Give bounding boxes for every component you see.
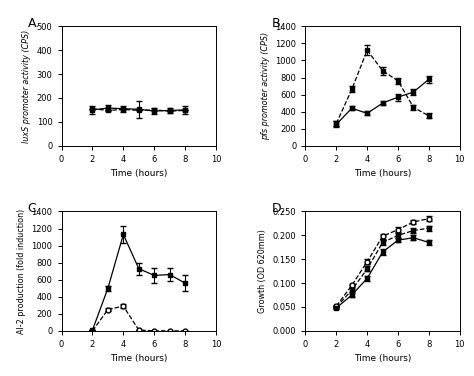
X-axis label: Time (hours): Time (hours)	[354, 355, 411, 364]
Y-axis label: luxS promoter activity (CPS): luxS promoter activity (CPS)	[22, 29, 31, 143]
Y-axis label: Growth (OD 620mm): Growth (OD 620mm)	[258, 229, 267, 313]
Y-axis label: pfs promoter activity (CPS): pfs promoter activity (CPS)	[261, 32, 270, 140]
Text: B.: B.	[272, 17, 284, 30]
Text: A.: A.	[27, 17, 40, 30]
X-axis label: Time (hours): Time (hours)	[354, 169, 411, 178]
Text: C.: C.	[27, 202, 40, 215]
X-axis label: Time (hours): Time (hours)	[110, 355, 167, 364]
Text: D.: D.	[272, 202, 285, 215]
X-axis label: Time (hours): Time (hours)	[110, 169, 167, 178]
Y-axis label: AI-2 production (fold induction): AI-2 production (fold induction)	[17, 209, 26, 334]
